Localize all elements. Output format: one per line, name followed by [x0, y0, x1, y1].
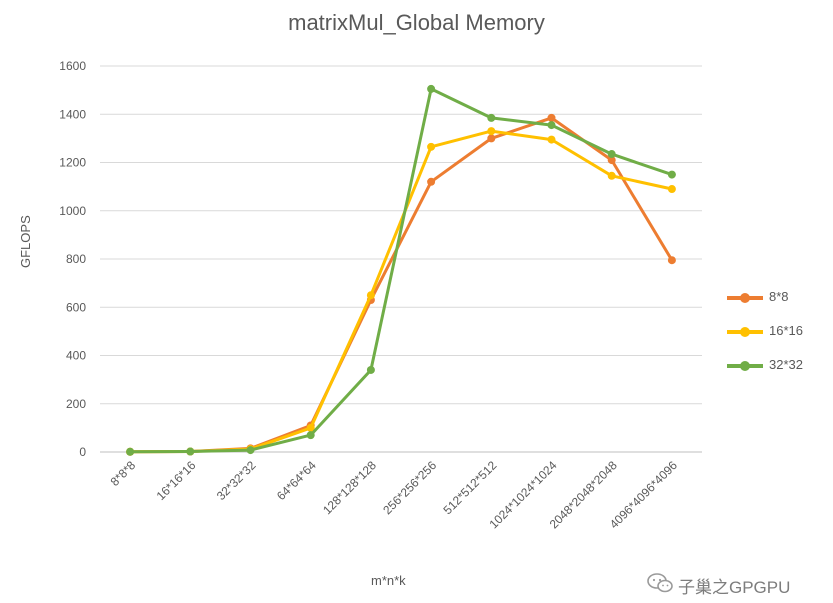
y-tick-label: 400	[66, 349, 86, 363]
data-point	[427, 142, 436, 151]
watermark-text: 子巢之GPGPU	[678, 577, 791, 597]
data-point	[667, 185, 676, 194]
wechat-icon	[646, 572, 674, 599]
legend-label: 16*16	[769, 323, 803, 338]
y-tick-labels: 0 200 400 600 800 1000 1200 1400 1600	[59, 59, 86, 459]
data-point	[547, 135, 556, 144]
data-point	[427, 84, 436, 93]
y-tick-label: 0	[79, 445, 86, 459]
legend-marker	[740, 361, 750, 371]
data-point	[487, 113, 496, 122]
data-point	[607, 156, 616, 165]
data-point	[246, 446, 255, 455]
legend-label: 8*8	[769, 289, 789, 304]
y-tick-label: 1200	[59, 156, 86, 170]
x-tick-label: 128*128*128	[320, 458, 379, 517]
y-tick-label: 1400	[59, 107, 86, 121]
x-axis-label: m*n*k	[371, 573, 406, 588]
gridlines	[100, 65, 702, 453]
data-point	[547, 121, 556, 130]
x-tick-label: 32*32*32	[214, 458, 259, 503]
data-point	[427, 177, 436, 186]
x-tick-label: 8*8*8	[108, 458, 139, 489]
data-point	[667, 170, 676, 179]
data-point	[487, 127, 496, 136]
x-tick-labels: 8*8*8 16*16*16 32*32*32 64*64*64 128*128*128…	[108, 458, 681, 531]
x-tick-label: 256*256*256	[380, 458, 439, 517]
data-point	[487, 134, 496, 143]
data-point	[547, 113, 556, 122]
data-point	[366, 365, 375, 374]
data-point	[366, 291, 375, 300]
y-tick-label: 1600	[59, 59, 86, 73]
y-tick-label: 1000	[59, 204, 86, 218]
legend-marker	[740, 327, 750, 337]
series-line	[128, 116, 674, 454]
data-point	[306, 423, 315, 432]
series-line	[128, 87, 674, 454]
data-point	[667, 256, 676, 265]
legend-label: 32*32	[769, 357, 803, 372]
data-point	[607, 150, 616, 159]
chart-title: matrixMul_Global Memory	[288, 10, 545, 35]
watermark: 子巢之GPGPU	[646, 572, 790, 598]
y-tick-label: 800	[66, 252, 86, 266]
data-point	[186, 447, 195, 456]
x-tick-label: 16*16*16	[154, 458, 199, 503]
y-tick-label: 200	[66, 397, 86, 411]
legend-marker	[740, 293, 750, 303]
x-tick-label: 64*64*64	[274, 458, 319, 503]
data-point	[126, 447, 135, 456]
x-tick-label: 512*512*512	[440, 458, 499, 517]
data-point	[607, 171, 616, 180]
data-point	[306, 431, 315, 440]
series-lines	[126, 84, 676, 456]
y-tick-label: 600	[66, 300, 86, 314]
